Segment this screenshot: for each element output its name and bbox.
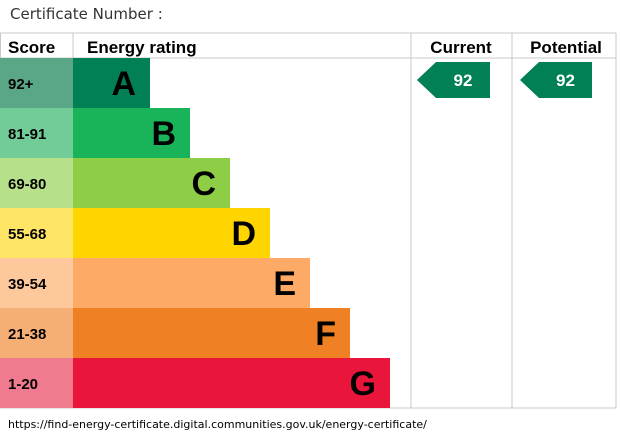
score-range-label: 39-54: [8, 276, 47, 293]
rating-letter: A: [111, 65, 136, 103]
rating-arrows: 92 92: [417, 62, 592, 98]
rating-letter: G: [350, 365, 376, 403]
score-range-label: 1-20: [8, 376, 38, 393]
arrow-shape: [417, 62, 490, 98]
header-score: Score: [8, 38, 55, 57]
rating-band-e: 39-54 E: [0, 258, 310, 308]
rating-bar: [73, 108, 190, 158]
rating-band-b: 81-91 B: [0, 108, 190, 158]
rating-letter: D: [231, 215, 256, 253]
rating-letter: F: [315, 315, 336, 353]
rating-bar: [73, 158, 230, 208]
arrow-shape: [520, 62, 592, 98]
score-range-label: 92+: [8, 76, 34, 93]
score-cell: [0, 108, 73, 158]
header-current: Current: [430, 38, 492, 57]
score-cell: [0, 308, 73, 358]
score-range-label: 55-68: [8, 226, 46, 243]
current-rating-arrow: 92: [417, 62, 490, 98]
score-cell: [0, 158, 73, 208]
rating-letter: E: [273, 265, 296, 303]
rating-bar: [73, 358, 390, 408]
score-cell: [0, 208, 73, 258]
column-headers: Score Energy rating Current Potential: [8, 38, 602, 57]
rating-bar: [73, 208, 270, 258]
score-cell: [0, 58, 73, 108]
rating-band-f: 21-38 F: [0, 308, 350, 358]
arrow-value: 92: [454, 71, 473, 90]
rating-bar: [73, 58, 150, 108]
rating-bands: 92+ A 81-91 B 69-80 C 55-68 D 39-54 E 21-38 F 1-20 G: [0, 58, 390, 408]
certificate-number-label: Certificate Number :: [10, 5, 163, 23]
rating-band-c: 69-80 C: [0, 158, 230, 208]
score-range-label: 69-80: [8, 176, 46, 193]
potential-rating-arrow: 92: [520, 62, 592, 98]
score-cell: [0, 258, 73, 308]
rating-bar: [73, 258, 310, 308]
certificate-url: https://find-energy-certificate.digital.…: [8, 418, 427, 431]
rating-bar: [73, 308, 350, 358]
rating-letter: B: [151, 115, 176, 153]
score-range-label: 21-38: [8, 326, 46, 343]
score-range-label: 81-91: [8, 126, 46, 143]
score-cell: [0, 358, 73, 408]
header-energy-rating: Energy rating: [87, 38, 197, 57]
rating-band-a: 92+ A: [0, 58, 150, 108]
arrow-value: 92: [556, 71, 575, 90]
header-potential: Potential: [530, 38, 602, 57]
rating-letter: C: [191, 165, 216, 203]
rating-band-g: 1-20 G: [0, 358, 390, 408]
rating-band-d: 55-68 D: [0, 208, 270, 258]
